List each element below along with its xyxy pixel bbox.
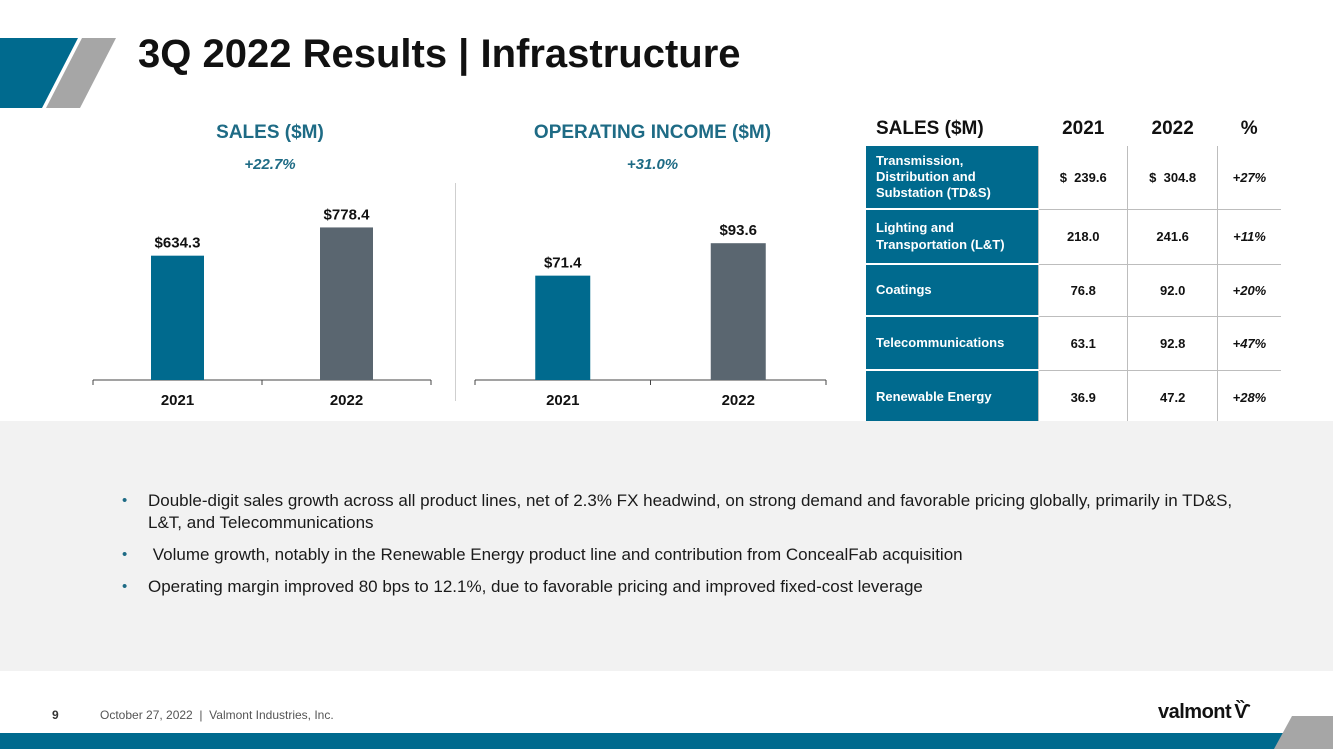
value-2022: $ 304.8 (1127, 146, 1218, 210)
bar-value-label: $71.4 (544, 255, 582, 272)
logo-mark-icon: Ѷ (1234, 701, 1250, 723)
bar-2022 (320, 227, 373, 380)
page-title: 3Q 2022 Results | Infrastructure (138, 32, 741, 76)
table-header-segment: SALES ($M) (876, 118, 984, 139)
commentary-panel (0, 421, 1333, 671)
bullet-item: • Volume growth, notably in the Renewabl… (120, 544, 1250, 566)
bullet-text: Volume growth, notably in the Renewable … (148, 545, 963, 564)
percent-change: +11% (1216, 209, 1281, 265)
table-header-2022: 2022 (1151, 118, 1194, 139)
segment-name: Transmission, Distribution and Substatio… (866, 146, 1039, 210)
value-2021: 76.8 (1037, 264, 1128, 317)
sales-chart-title: SALES ($M) (216, 122, 324, 143)
percent-change: +28% (1216, 370, 1281, 425)
page-number: 9 (52, 708, 59, 722)
value-2021: 36.9 (1037, 370, 1128, 425)
footer-accent-stripe (1274, 716, 1333, 749)
x-tick-label: 2021 (546, 392, 579, 409)
bar-value-label: $634.3 (155, 235, 201, 252)
valmont-logo: valmont Ѷ (1158, 701, 1250, 724)
bar-value-label: $93.6 (719, 222, 757, 239)
operating-income-chart-subtitle: +31.0% (626, 156, 679, 173)
footer-text: October 27, 2022 | Valmont Industries, I… (100, 708, 334, 722)
value-2022: 92.0 (1127, 264, 1218, 317)
bullet-item: • Double-digit sales growth across all pr… (120, 490, 1250, 534)
bullet-item: • Operating margin improved 80 bps to 12.… (120, 576, 1250, 598)
table-row: Lighting and Transportation (L&T) 218.0 … (866, 209, 1281, 265)
bullet-text: Double-digit sales growth across all pro… (148, 491, 1233, 532)
sales-bar-chart: $634.3 2021 $778.4 2022 (92, 206, 432, 409)
bullet-icon: • (122, 546, 128, 563)
bullet-icon: • (122, 578, 128, 595)
bar-2021 (535, 275, 591, 380)
value-2021: 63.1 (1037, 316, 1128, 371)
segment-name: Coatings (866, 264, 1039, 317)
value-2022: 92.8 (1127, 316, 1218, 371)
value-2021: $ 239.6 (1037, 146, 1128, 210)
accent-stripe-gray (46, 38, 116, 108)
logo-wordmark: valmont (1158, 701, 1232, 723)
operating-income-chart-title: OPERATING INCOME ($M) (533, 122, 772, 143)
x-tick-label: 2021 (161, 392, 194, 409)
chart-divider (455, 183, 456, 401)
sales-chart-subtitle: +22.7% (244, 156, 296, 173)
percent-change: +47% (1216, 316, 1281, 371)
bullet-icon: • (122, 492, 128, 509)
footer-stripe-gray (1274, 716, 1333, 749)
table-row: Transmission, Distribution and Substatio… (866, 146, 1281, 210)
value-2022: 47.2 (1127, 370, 1218, 425)
table-header-pct: % (1240, 118, 1258, 139)
segment-name: Telecommunications (866, 316, 1039, 371)
footer-bar (0, 733, 1333, 749)
x-tick-label: 2022 (330, 392, 363, 409)
bar-value-label: $778.4 (324, 206, 371, 223)
table-row: Coatings 76.8 92.0 +20% (866, 264, 1281, 317)
segment-name: Renewable Energy (866, 370, 1039, 425)
segment-sales-table: SALES ($M) 2021 2022 % Transmission, Dis… (866, 112, 1281, 425)
accent-stripe-teal (0, 38, 78, 108)
value-2021: 218.0 (1037, 209, 1128, 265)
bar-2022 (710, 243, 766, 380)
bar-2021 (151, 255, 204, 380)
percent-change: +27% (1216, 146, 1281, 210)
operating-income-bar-chart: $71.4 2021 $93.6 2022 (474, 222, 827, 409)
table-row: Renewable Energy 36.9 47.2 +28% (866, 370, 1281, 425)
percent-change: +20% (1216, 264, 1281, 317)
table-header-row: SALES ($M) 2021 2022 % (866, 112, 1281, 146)
table-header-2021: 2021 (1062, 118, 1105, 139)
value-2022: 241.6 (1127, 209, 1218, 265)
segment-name: Lighting and Transportation (L&T) (866, 209, 1039, 265)
table-row: Telecommunications 63.1 92.8 +47% (866, 316, 1281, 371)
bullet-text: Operating margin improved 80 bps to 12.1… (148, 577, 923, 596)
commentary-bullets: • Double-digit sales growth across all pr… (120, 490, 1250, 608)
header-accent-stripes (0, 38, 116, 108)
x-tick-label: 2022 (722, 392, 755, 409)
